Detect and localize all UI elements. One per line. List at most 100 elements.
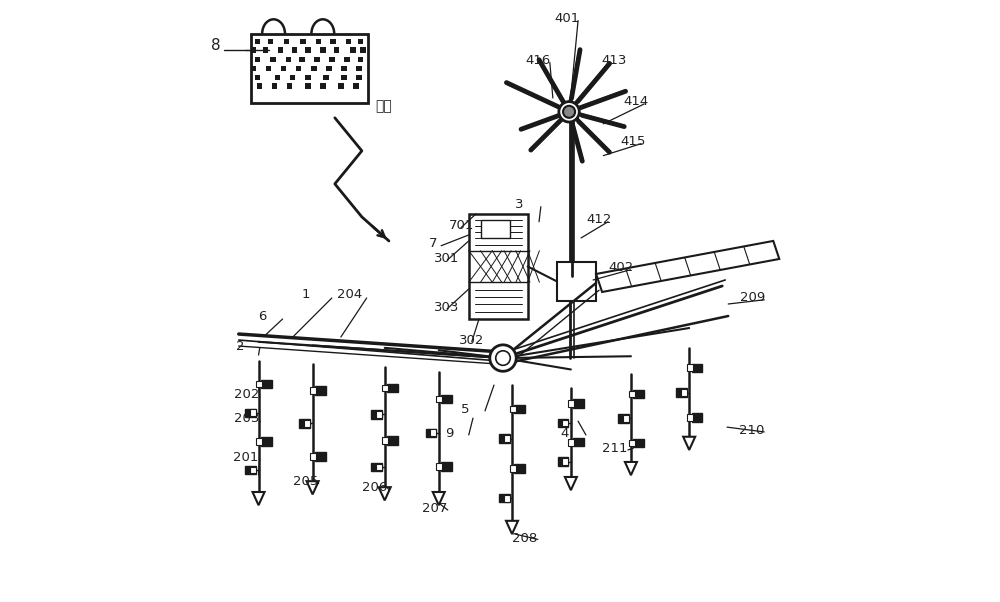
Bar xyxy=(692,364,702,372)
Text: 414: 414 xyxy=(623,95,648,108)
Bar xyxy=(261,437,272,445)
Bar xyxy=(266,66,271,71)
Bar xyxy=(376,411,382,418)
Bar xyxy=(504,495,510,501)
Text: 3: 3 xyxy=(515,199,524,211)
Text: 1: 1 xyxy=(302,288,310,302)
Text: 207: 207 xyxy=(422,501,447,515)
Text: 302: 302 xyxy=(459,334,485,347)
Bar xyxy=(311,66,317,71)
Text: 211: 211 xyxy=(602,442,628,455)
Text: 206: 206 xyxy=(362,480,387,494)
Text: 4: 4 xyxy=(560,427,568,439)
Bar xyxy=(284,39,289,44)
Bar xyxy=(281,66,286,71)
Text: 210: 210 xyxy=(739,424,764,436)
Polygon shape xyxy=(625,462,637,475)
Bar xyxy=(623,415,629,422)
Bar xyxy=(350,47,356,52)
Bar xyxy=(250,467,256,473)
Bar xyxy=(346,39,351,44)
Bar xyxy=(430,429,436,436)
Text: 415: 415 xyxy=(620,135,645,148)
Bar xyxy=(315,452,326,461)
Polygon shape xyxy=(379,487,391,500)
Bar xyxy=(338,83,344,88)
Polygon shape xyxy=(565,477,577,490)
Bar xyxy=(356,75,362,80)
Bar xyxy=(296,66,301,71)
Bar xyxy=(692,414,702,422)
Text: 8: 8 xyxy=(211,39,220,53)
Bar xyxy=(314,57,320,62)
Bar xyxy=(334,47,339,52)
Bar xyxy=(681,389,687,396)
Bar xyxy=(256,380,262,387)
Bar xyxy=(629,439,635,446)
Bar xyxy=(633,389,644,398)
Bar xyxy=(436,396,442,402)
Bar xyxy=(687,414,693,421)
Bar xyxy=(504,435,510,442)
Bar xyxy=(573,399,584,408)
Bar xyxy=(256,438,262,445)
Text: 201: 201 xyxy=(233,451,258,464)
Bar xyxy=(263,47,268,52)
Bar xyxy=(382,437,388,444)
Bar xyxy=(499,494,510,503)
Text: 416: 416 xyxy=(526,54,551,67)
Text: 208: 208 xyxy=(512,532,537,545)
Bar xyxy=(245,466,256,474)
Bar xyxy=(272,83,277,88)
Bar xyxy=(255,75,260,80)
Text: 413: 413 xyxy=(601,54,626,67)
Bar xyxy=(305,47,311,52)
Bar xyxy=(316,39,321,44)
Bar xyxy=(562,420,568,426)
Bar xyxy=(250,409,256,416)
Text: 2: 2 xyxy=(236,340,244,353)
Bar xyxy=(326,66,332,71)
Polygon shape xyxy=(433,492,445,505)
Text: 701: 701 xyxy=(449,219,474,232)
Bar xyxy=(261,380,272,388)
Bar xyxy=(329,57,335,62)
Bar xyxy=(255,57,260,62)
Bar xyxy=(287,83,292,88)
Bar xyxy=(330,39,336,44)
Bar xyxy=(360,47,366,52)
Polygon shape xyxy=(506,521,518,534)
Bar xyxy=(353,83,359,88)
Bar xyxy=(568,400,574,407)
Bar xyxy=(341,75,347,80)
Bar xyxy=(292,47,297,52)
Bar xyxy=(323,75,329,80)
Circle shape xyxy=(496,351,510,365)
Bar xyxy=(469,214,528,319)
Bar xyxy=(310,387,316,394)
Text: 无线: 无线 xyxy=(376,99,392,113)
Bar xyxy=(558,419,568,427)
Bar xyxy=(310,453,316,460)
Bar xyxy=(255,39,260,44)
Bar xyxy=(629,391,635,397)
Bar xyxy=(618,414,629,423)
Text: 301: 301 xyxy=(434,252,459,265)
Text: 6: 6 xyxy=(259,309,267,323)
Bar xyxy=(557,262,596,301)
Bar xyxy=(356,66,362,71)
Bar xyxy=(558,458,568,466)
Polygon shape xyxy=(683,436,695,450)
Bar xyxy=(358,39,363,44)
Bar xyxy=(573,438,584,447)
Bar xyxy=(290,75,295,80)
Bar xyxy=(315,386,326,395)
Bar xyxy=(633,439,644,447)
Bar xyxy=(510,465,516,472)
Bar xyxy=(341,66,347,71)
Bar xyxy=(275,75,280,80)
Bar xyxy=(286,57,291,62)
Text: 204: 204 xyxy=(337,288,362,302)
Bar xyxy=(387,436,398,445)
Polygon shape xyxy=(253,492,265,505)
